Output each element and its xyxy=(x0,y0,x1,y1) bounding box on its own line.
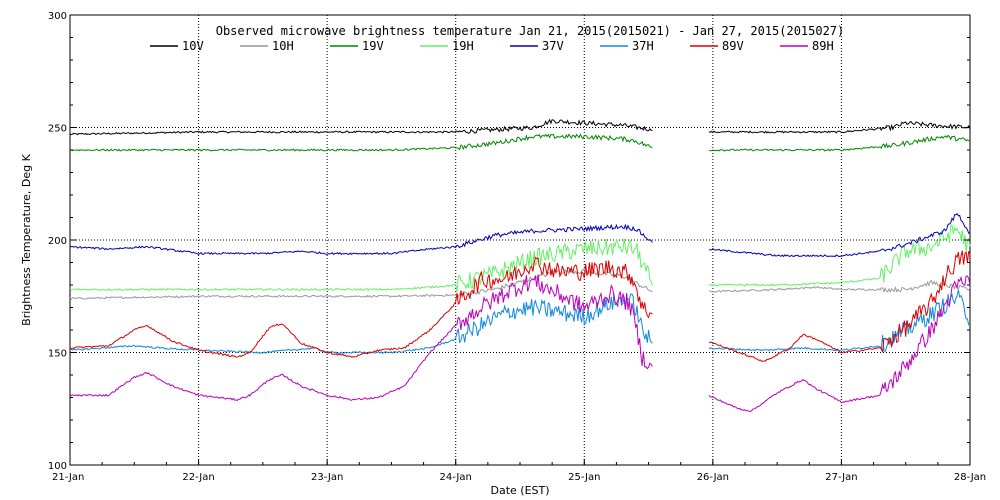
grid xyxy=(70,15,970,465)
x-tick-label: 26-Jan xyxy=(697,472,729,483)
legend-label-19H: 19H xyxy=(452,39,474,53)
series-10V-line xyxy=(69,118,653,136)
series-lines xyxy=(69,118,971,413)
x-tick-label: 28-Jan xyxy=(954,472,986,483)
series-19V-line xyxy=(708,134,971,152)
y-tick-label: 250 xyxy=(48,124,67,135)
y-axis-label: Brightness Temperature, Deg K xyxy=(20,153,33,325)
chart-title: Observed microwave brightness temperatur… xyxy=(216,24,845,38)
legend-label-37H: 37H xyxy=(632,39,654,53)
series-89H-line xyxy=(708,275,971,413)
series-19V-line xyxy=(69,133,653,152)
series-10H-line xyxy=(708,279,971,294)
series-37H-line xyxy=(69,293,653,354)
series-89V-line xyxy=(708,250,971,362)
legend: 10V 10H 19V 19H 37V 37H 89V 89H xyxy=(150,39,834,53)
series-19H-line xyxy=(69,238,653,292)
y-tick-label: 200 xyxy=(48,236,67,247)
series-10V-line xyxy=(708,120,971,134)
legend-label-10V: 10V xyxy=(182,39,204,53)
legend-label-37V: 37V xyxy=(542,39,564,53)
y-tick-label: 100 xyxy=(48,461,67,472)
series-37V-line xyxy=(69,223,653,256)
x-tick-label: 24-Jan xyxy=(440,472,472,483)
x-tick-label: 23-Jan xyxy=(311,472,343,483)
series-37V-line xyxy=(708,212,971,258)
axis-ticks: 21-Jan 22-Jan 23-Jan 24-Jan 25-Jan 26-Jan 27-J… xyxy=(48,11,986,483)
legend-label-10H: 10H xyxy=(272,39,294,53)
x-axis-label: Date (EST) xyxy=(490,484,549,497)
legend-label-19V: 19V xyxy=(362,39,384,53)
legend-label-89V: 89V xyxy=(722,39,744,53)
x-tick-label: 22-Jan xyxy=(182,472,214,483)
series-19H-line xyxy=(708,224,971,287)
series-37H-line xyxy=(708,289,971,353)
x-tick-label: 27-Jan xyxy=(825,472,857,483)
x-tick-label: 25-Jan xyxy=(568,472,600,483)
series-89V-line xyxy=(69,256,653,358)
x-tick-label: 21-Jan xyxy=(52,472,84,483)
y-tick-label: 300 xyxy=(48,11,67,22)
series-89H-line xyxy=(69,274,653,402)
legend-label-89H: 89H xyxy=(812,39,834,53)
y-tick-label: 150 xyxy=(48,349,67,360)
